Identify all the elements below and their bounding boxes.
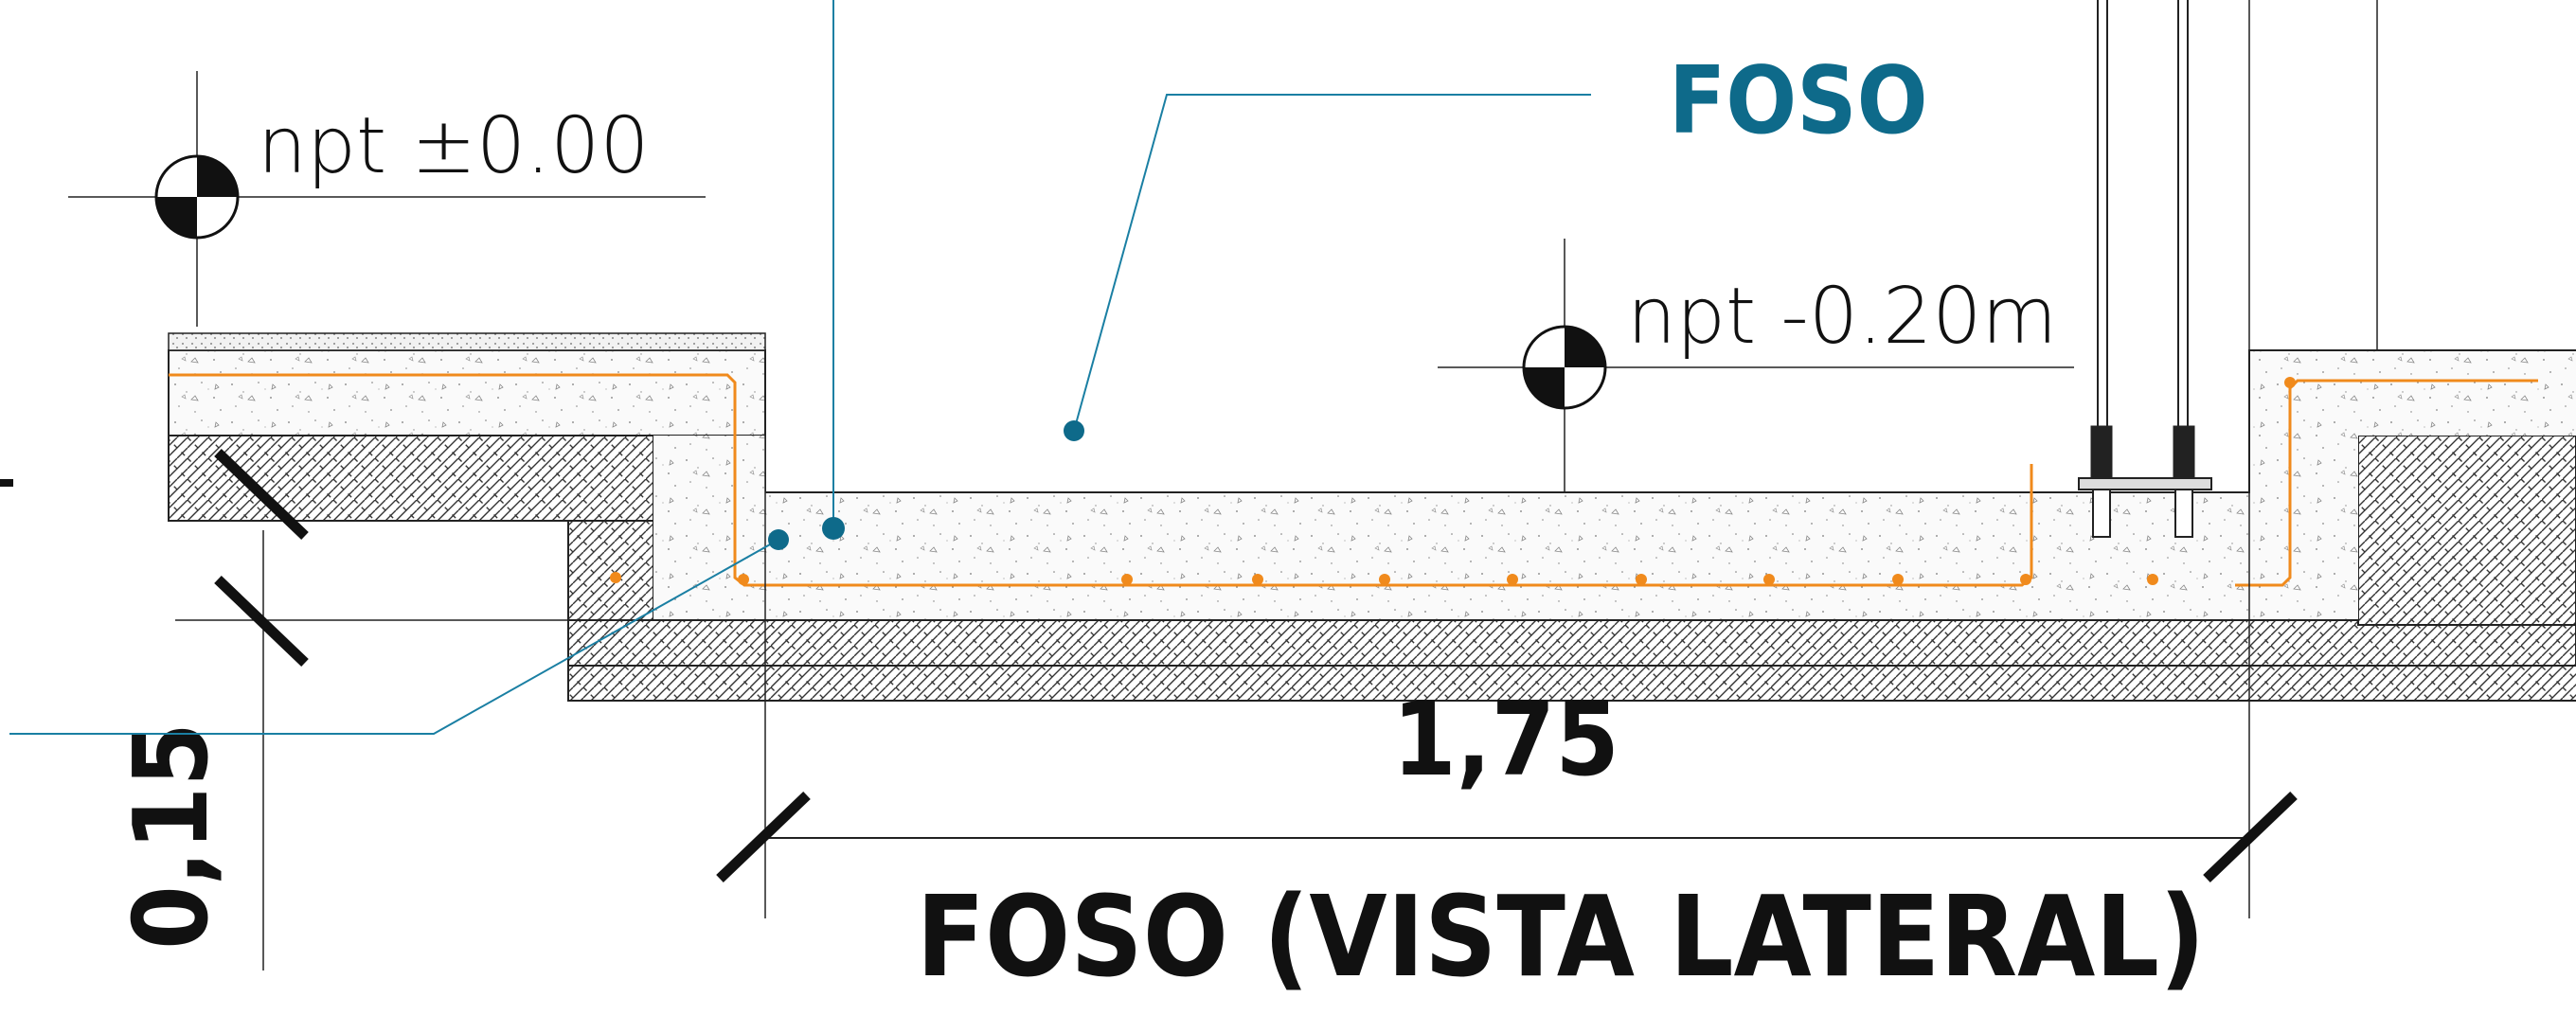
floor-finish-layer bbox=[168, 332, 766, 351]
level-marker-pit bbox=[1438, 239, 2074, 492]
depth-dimension-label: 0,15 bbox=[113, 722, 231, 950]
pit-callout-dot bbox=[1064, 420, 1084, 441]
anchor-bolts bbox=[2078, 425, 2212, 538]
guide-rails bbox=[2097, 0, 2189, 426]
level-label-top: npt ±0.00 bbox=[258, 101, 650, 191]
pit-callout-label: FOSO bbox=[1669, 47, 1928, 155]
width-dimension bbox=[716, 792, 2298, 882]
pit-callout-leader bbox=[1073, 94, 1591, 432]
leader-dot-1 bbox=[822, 517, 845, 540]
leader-dot-2 bbox=[768, 529, 789, 550]
depth-dimension bbox=[214, 449, 309, 667]
width-dimension-label: 1,75 bbox=[1392, 681, 1619, 799]
soil-hatch bbox=[168, 435, 2576, 702]
level-marker-top bbox=[68, 71, 706, 327]
secondary-leaders bbox=[9, 0, 834, 735]
level-label-pit: npt -0.20m bbox=[1627, 272, 2057, 362]
rebar-dots bbox=[610, 377, 2296, 585]
drawing-title: FOSO (VISTA LATERAL) bbox=[916, 871, 2205, 1002]
